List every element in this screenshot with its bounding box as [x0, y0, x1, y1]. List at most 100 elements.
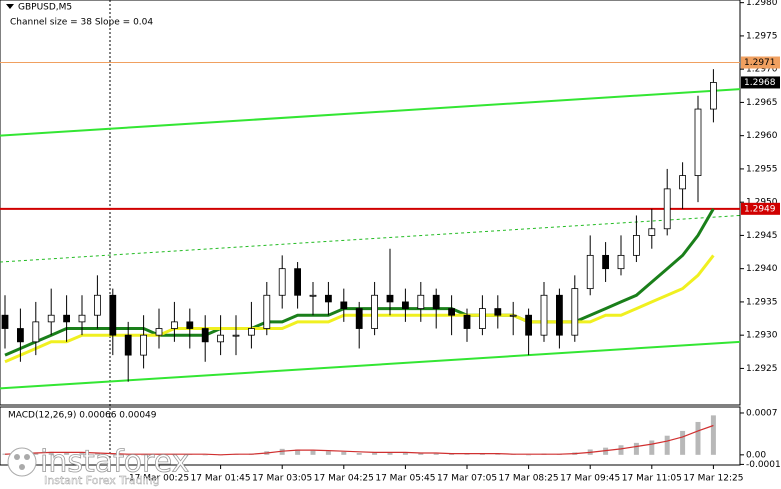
macd-y-tick-label: 0.00 — [746, 450, 766, 460]
candle-body — [232, 334, 240, 337]
watermark-tagline: Instant Forex Trading — [44, 474, 160, 487]
candle-body — [63, 314, 70, 323]
macd-y-tick-label: -0.00016 — [746, 460, 781, 470]
candle-body — [217, 334, 225, 343]
macd-bar — [356, 453, 362, 455]
x-tick-label: 17 Mar 04:25 — [314, 474, 374, 484]
candle-body — [417, 294, 425, 309]
y-tick-label: 1.2950 — [746, 198, 778, 208]
candle-body — [648, 228, 656, 236]
x-tick-label: 17 Mar 11:05 — [622, 474, 682, 484]
candle-body — [94, 294, 101, 316]
macd-bar — [310, 450, 316, 455]
macd-bar — [2, 453, 8, 455]
candle-body — [278, 268, 286, 296]
x-tick-label: 17 Mar 05:45 — [375, 474, 435, 484]
macd-bar — [449, 453, 455, 455]
chart-title: GBPUSD,M5 — [18, 3, 72, 13]
candle-body — [294, 268, 302, 296]
macd-bar — [495, 454, 501, 455]
candle-body — [478, 308, 486, 329]
macd-bar — [341, 451, 347, 455]
watermark-icon-dot — [19, 464, 25, 470]
y-tick-label: 1.2935 — [746, 297, 778, 307]
candle-body — [324, 294, 332, 303]
macd-bar — [664, 435, 670, 455]
indicator-line — [4, 424, 714, 456]
y-tick-label: 1.2970 — [746, 65, 778, 75]
x-tick-label: 17 Mar 07:05 — [437, 474, 497, 484]
x-tick-label: 17 Mar 09:45 — [560, 474, 620, 484]
candle-body — [694, 108, 702, 176]
x-tick-label: 17 Mar 00:25 — [129, 474, 189, 484]
watermark-icon-dot — [14, 454, 20, 460]
candle-body — [663, 188, 671, 230]
level-label: 1.2949 — [744, 204, 776, 214]
last-price-box — [741, 76, 780, 89]
candle-body — [509, 314, 517, 317]
macd-bar — [433, 453, 439, 455]
macd-bar — [125, 454, 131, 456]
macd-bar — [680, 430, 686, 455]
macd-bar — [94, 453, 100, 455]
macd-bar — [64, 452, 70, 455]
level-box — [741, 202, 780, 215]
y-tick-label: 1.2980 — [746, 0, 778, 8]
candle-body — [140, 334, 148, 356]
macd-bar — [372, 452, 378, 455]
level-box — [741, 56, 780, 69]
candle-body — [340, 301, 348, 309]
candle-body — [540, 294, 548, 336]
candle-body — [617, 254, 625, 270]
macd-bar — [110, 454, 116, 455]
macd-bar — [279, 448, 285, 455]
candle-body — [186, 321, 194, 329]
channel-line — [0, 340, 741, 390]
x-tick-label: 17 Mar 12:25 — [683, 474, 743, 484]
macd-y-tick-label: 0.0007 — [746, 408, 778, 418]
candle-body — [463, 314, 471, 329]
macd-bar — [603, 447, 609, 455]
macd-bar — [710, 415, 716, 455]
watermark-icon — [7, 447, 37, 477]
last-price-label: 1.2968 — [744, 78, 776, 88]
macd-bar — [141, 454, 147, 456]
macd-panel — [0, 406, 741, 466]
macd-bar — [295, 449, 301, 455]
watermark-brand: instaforex — [40, 445, 189, 480]
y-tick-label: 1.2930 — [746, 331, 778, 341]
macd-bar — [79, 453, 85, 455]
macd-bar — [526, 454, 532, 456]
symbol-marker — [6, 4, 14, 9]
candle-body — [401, 301, 409, 309]
macd-bar — [48, 451, 54, 455]
candle-body — [448, 308, 456, 316]
level-label: 1.2971 — [744, 58, 776, 68]
y-tick-label: 1.2955 — [746, 164, 778, 174]
candle-body — [16, 328, 24, 343]
candle-body — [47, 314, 55, 323]
x-tick-label: 17 Mar 08:25 — [499, 474, 559, 484]
candle-body — [525, 314, 532, 336]
candle-body — [386, 294, 394, 303]
y-tick-label: 1.2940 — [746, 264, 778, 274]
candle-body — [124, 334, 132, 356]
y-tick-label: 1.2945 — [746, 231, 778, 241]
macd-bar — [633, 442, 639, 455]
candle-body — [602, 254, 609, 270]
candle-body — [586, 254, 594, 290]
candle-body — [633, 235, 640, 256]
candle-body — [1, 314, 9, 329]
candle-body — [309, 294, 317, 297]
candle-body — [710, 82, 717, 110]
candle-body — [109, 294, 117, 336]
macd-bar — [464, 454, 470, 455]
candle-body — [247, 328, 255, 336]
candle-body — [371, 294, 379, 329]
price-panel — [0, 0, 741, 406]
y-tick-label: 1.2925 — [746, 364, 778, 374]
candle-body — [155, 328, 163, 336]
